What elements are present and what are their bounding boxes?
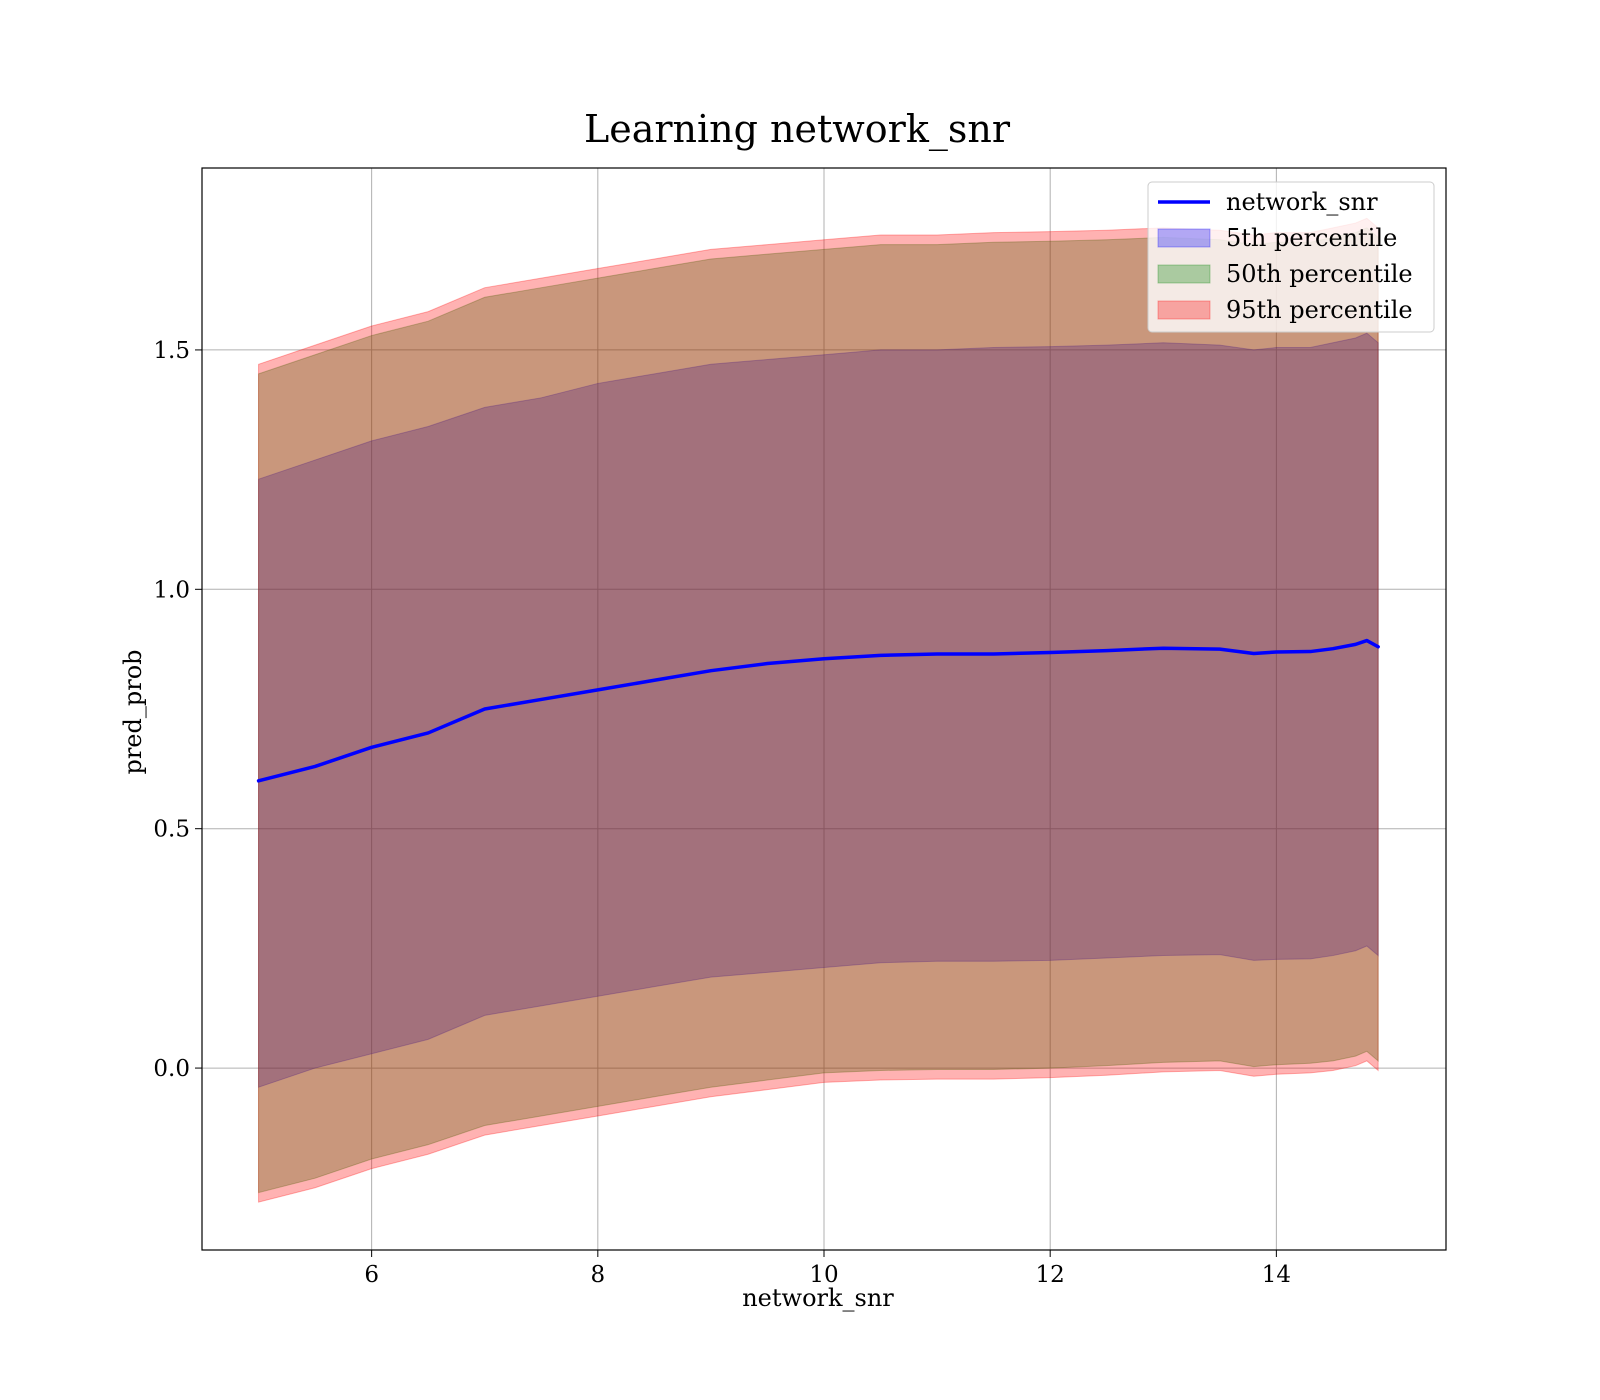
- legend-label-3: 95th percentile: [1226, 296, 1413, 324]
- x-ticks: 6 8 10 12 14: [364, 1250, 1291, 1288]
- legend: network_snr 5th percentile 50th percentile…: [1147, 181, 1435, 333]
- series-line-network_snr: [256, 638, 1380, 783]
- legend-label-0: network_snr: [1226, 188, 1378, 216]
- y-tick-label-2: 1.0: [153, 577, 190, 603]
- band-50th-percentile: [258, 227, 1379, 1194]
- x-tick-label-2: 10: [809, 1262, 838, 1288]
- legend-swatch-1: [1157, 228, 1211, 248]
- series-line-group: [256, 638, 1380, 783]
- grid: [202, 168, 1446, 1250]
- band-5th-percentile: [258, 332, 1379, 1088]
- legend-box: [1147, 181, 1435, 333]
- x-tick-label-1: 8: [590, 1262, 605, 1288]
- band-95th-percentile: [258, 217, 1379, 1203]
- legend-label-1: 5th percentile: [1226, 224, 1397, 252]
- y-axis-label: pred_prob: [119, 649, 147, 774]
- y-tick-label-3: 1.5: [153, 338, 190, 364]
- x-tick-label-0: 6: [364, 1262, 379, 1288]
- x-tick-label-3: 12: [1036, 1262, 1065, 1288]
- chart-title: Learning network_snr: [584, 107, 1011, 152]
- percentile-bands: [258, 217, 1379, 1203]
- legend-swatch-2: [1157, 264, 1211, 284]
- y-tick-label-1: 0.5: [153, 817, 190, 843]
- legend-swatch-3: [1157, 300, 1211, 320]
- x-axis-label: network_snr: [742, 1284, 894, 1312]
- y-ticks: 0.0 0.5 1.0 1.5: [153, 338, 202, 1082]
- x-tick-label-4: 14: [1262, 1262, 1291, 1288]
- y-tick-label-0: 0.0: [153, 1056, 190, 1082]
- legend-label-2: 50th percentile: [1226, 260, 1413, 288]
